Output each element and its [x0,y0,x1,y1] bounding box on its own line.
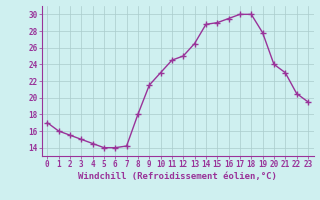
X-axis label: Windchill (Refroidissement éolien,°C): Windchill (Refroidissement éolien,°C) [78,172,277,181]
